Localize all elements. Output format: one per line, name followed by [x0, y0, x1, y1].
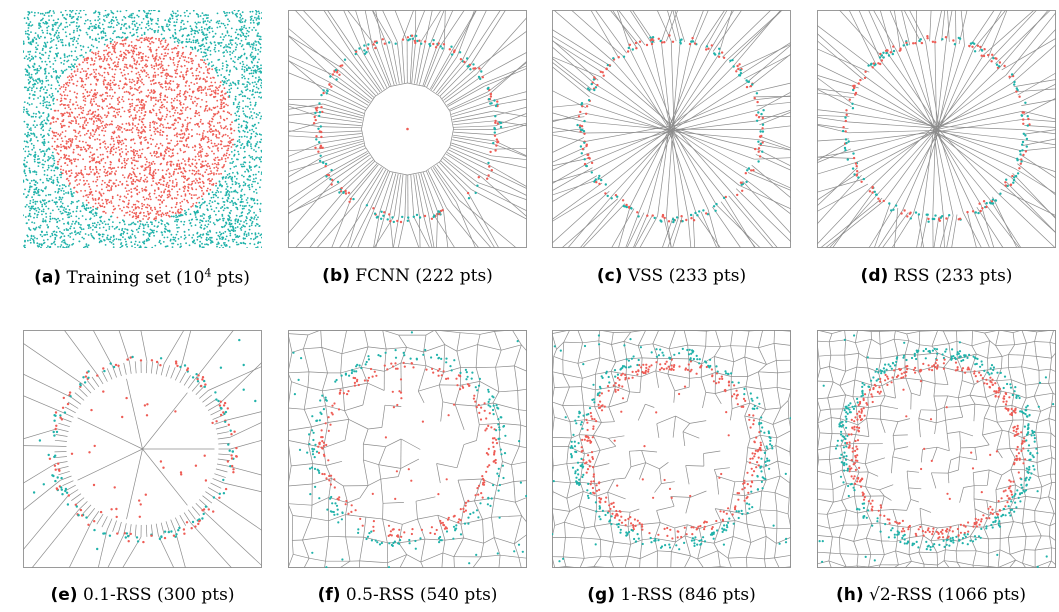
rss-voronoi: [817, 10, 1056, 248]
caption-b: (b) FCNN (222 pts): [288, 266, 527, 286]
rss-0.1-voronoi: [23, 330, 262, 568]
panel-b-fcnn: [288, 10, 527, 248]
caption-f-tag: (f): [317, 585, 341, 605]
training-set-scatter: [23, 10, 262, 248]
caption-g-text: 1-RSS (846 pts): [620, 585, 756, 605]
caption-d-text: RSS (233 pts): [893, 266, 1013, 286]
fcnn-voronoi: [288, 10, 527, 248]
caption-e-tag: (e): [50, 585, 78, 605]
rss-1-voronoi: [552, 330, 791, 568]
caption-c-text: VSS (233 pts): [627, 266, 747, 286]
rss-sqrt2-voronoi: [817, 330, 1056, 568]
caption-a: (a) Training set (104 pts): [2, 266, 282, 288]
panel-d-rss: [817, 10, 1056, 248]
caption-g: (g) 1-RSS (846 pts): [547, 585, 796, 605]
caption-h-tag: (h): [835, 585, 864, 605]
vss-voronoi: [552, 10, 791, 248]
panel-e-0.1-rss: [23, 330, 262, 568]
rss-0.5-voronoi: [288, 330, 527, 568]
caption-h-text: √2-RSS (1066 pts): [869, 585, 1027, 605]
caption-a-tag: (a): [34, 267, 62, 288]
caption-e-text: 0.1-RSS (300 pts): [82, 585, 235, 605]
caption-f: (f) 0.5-RSS (540 pts): [283, 585, 532, 605]
caption-b-text: FCNN (222 pts): [355, 266, 493, 286]
caption-a-text: Training set (104 pts): [66, 266, 250, 288]
panel-c-vss: [552, 10, 791, 248]
panel-g-1-rss: [552, 330, 791, 568]
caption-d: (d) RSS (233 pts): [817, 266, 1056, 286]
caption-e: (e) 0.1-RSS (300 pts): [18, 585, 267, 605]
caption-g-tag: (g): [587, 585, 615, 605]
caption-f-text: 0.5-RSS (540 pts): [345, 585, 498, 605]
panel-f-0.5-rss: [288, 330, 527, 568]
caption-c-tag: (c): [596, 266, 623, 286]
caption-h: (h) √2-RSS (1066 pts): [803, 585, 1059, 605]
caption-c: (c) VSS (233 pts): [552, 266, 791, 286]
caption-d-tag: (d): [860, 266, 889, 286]
panel-a-training-set: [23, 10, 262, 248]
panel-h-sqrt2-rss: [817, 330, 1056, 568]
caption-b-tag: (b): [322, 266, 350, 286]
